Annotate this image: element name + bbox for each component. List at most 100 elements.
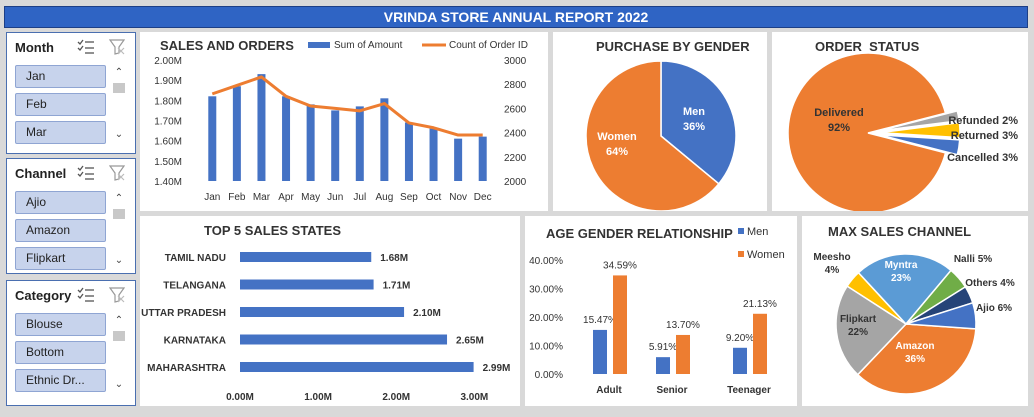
x-tick-label: Dec [474, 192, 492, 203]
slicer-header: Category [7, 281, 135, 309]
pie-pct-meesho: 4% [825, 265, 840, 276]
multi-select-icon[interactable] [77, 165, 95, 181]
y-tick-label: 1.80M [154, 96, 182, 107]
x-tick-label: Apr [278, 192, 294, 203]
data-label: 34.59% [603, 260, 637, 271]
slicer-title: Month [15, 40, 54, 55]
slicer-scrollbar[interactable]: ⌃ ⌄ [111, 191, 127, 271]
data-label: 15.47% [583, 315, 617, 326]
bar-men-adult [593, 329, 607, 374]
status-slice-delivered [787, 52, 947, 211]
chevron-up-icon[interactable]: ⌃ [114, 193, 124, 204]
y-category-label: TAMIL NADU [165, 253, 226, 264]
x-tick-label: Adult [596, 385, 622, 396]
y-tick-label: 1.60M [154, 137, 182, 148]
x-tick-label: Jan [204, 192, 220, 203]
top-states-bar-chart: TAMIL NADU 1.68M TELANGANA 1.71M UTTAR PRADE… [141, 252, 510, 403]
bar-amount-nov [454, 138, 463, 181]
pie-label-cancelled: Cancelled 3% [947, 152, 1018, 164]
sales-orders-panel: SALES AND ORDERS Sum of Amount Count of O… [140, 32, 548, 211]
slicer-title: Channel [15, 166, 67, 181]
month-slicer: Month Jan Feb Mar ⌃ ⌄ [6, 32, 136, 154]
x-tick-label: 1.00M [304, 392, 332, 403]
slicer-item-mar[interactable]: Mar [15, 121, 106, 144]
bar-amount-jun [331, 110, 340, 181]
bar-amount-aug [380, 98, 389, 181]
chart-title: PURCHASE BY GENDER [596, 39, 750, 54]
bar-women-adult [613, 275, 627, 374]
multi-select-icon[interactable] [77, 287, 95, 303]
x-tick-label: 0.00M [226, 392, 254, 403]
chevron-down-icon[interactable]: ⌄ [114, 255, 124, 266]
pie-pct-myntra: 23% [891, 273, 911, 284]
legend-swatch-amount [308, 42, 330, 48]
pie-label-meesho: Meesho [813, 252, 850, 263]
gender-slice-men [660, 60, 737, 185]
age-gender-panel: AGE GENDER RELATIONSHIP Men Women 40.00% 30… [525, 216, 797, 406]
chevron-down-icon[interactable]: ⌄ [114, 129, 124, 140]
multi-select-icon[interactable] [77, 39, 95, 55]
bar-amount-apr [282, 96, 291, 181]
slicer-item-jan[interactable]: Jan [15, 65, 106, 88]
pie-label-amazon: Amazon [896, 341, 935, 352]
status-slice-cancelled [879, 134, 961, 156]
y-tick-label: 1.50M [154, 157, 182, 168]
chevron-down-icon[interactable]: ⌄ [114, 379, 124, 390]
slicer-item-ethnic-dress[interactable]: Ethnic Dr... [15, 369, 106, 392]
y2-tick-label: 2000 [504, 177, 527, 188]
y2-tick-label: 3000 [504, 56, 527, 67]
data-label: 9.20% [726, 333, 754, 344]
y-tick-label: 20.00% [529, 313, 563, 324]
slicer-item-amazon[interactable]: Amazon [15, 219, 106, 242]
sales-channel-panel: MAX SALES CHANNEL Amazon 36% Flipkart 22% Me… [802, 216, 1028, 406]
pie-pct-women: 64% [606, 146, 628, 158]
scroll-thumb[interactable] [113, 83, 125, 93]
gender-pie-chart: Men 36% Women 64% [585, 60, 737, 211]
slicer-item-blouse[interactable]: Blouse [15, 313, 106, 336]
status-slice-returned [879, 121, 961, 139]
scroll-thumb[interactable] [113, 331, 125, 341]
legend-label-men: Men [747, 226, 768, 238]
sales-orders-chart: Sum of Amount Count of Order ID 2.00M 1.90M… [154, 40, 528, 203]
y-category-label: TELANGANA [163, 281, 226, 292]
x-tick-label: Senior [656, 385, 687, 396]
slicer-scrollbar[interactable]: ⌃ ⌄ [111, 313, 127, 395]
pie-label-others: Others 4% [965, 278, 1015, 289]
x-tick-label: Teenager [727, 385, 771, 396]
x-tick-label: Sep [400, 192, 418, 203]
slicer-item-ajio[interactable]: Ajio [15, 191, 106, 214]
slicer-item-feb[interactable]: Feb [15, 93, 106, 116]
data-label: 1.71M [383, 281, 411, 292]
slicer-scrollbar[interactable]: ⌃ ⌄ [111, 65, 127, 145]
slicer-header: Month [7, 33, 135, 61]
clear-filter-icon[interactable] [109, 165, 125, 181]
scroll-thumb[interactable] [113, 209, 125, 219]
order-status-panel: ORDER STATUS Delivered 92% Refunded 2% Retu… [772, 32, 1028, 211]
x-tick-label: Oct [426, 192, 442, 203]
data-label: 13.70% [666, 320, 700, 331]
legend-label-orders: Count of Order ID [449, 40, 528, 51]
chevron-up-icon[interactable]: ⌃ [114, 315, 124, 326]
data-label: 21.13% [743, 299, 777, 310]
chevron-up-icon[interactable]: ⌃ [114, 67, 124, 78]
data-label: 2.10M [413, 308, 441, 319]
channel-slicer: Channel Ajio Amazon Flipkart ⌃ ⌄ [6, 158, 136, 274]
clear-filter-icon[interactable] [109, 287, 125, 303]
bar-state-tamil-nadu [240, 252, 372, 262]
x-tick-label: Jul [353, 192, 366, 203]
slicer-item-flipkart[interactable]: Flipkart [15, 247, 106, 270]
channel-slice-amazon [856, 323, 977, 395]
x-tick-label: May [301, 192, 320, 203]
data-label: 2.65M [456, 336, 484, 347]
pie-label-flipkart: Flipkart [840, 314, 877, 325]
sales-channel-pie-chart: Amazon 36% Flipkart 22% Meesho 4% Myntra 23% Nal… [813, 252, 1015, 395]
pie-label-returned: Returned 3% [951, 130, 1018, 142]
slicer-item-bottom[interactable]: Bottom [15, 341, 106, 364]
bar-amount-dec [478, 136, 487, 181]
bar-men-teenager [733, 347, 747, 374]
channel-slice-myntra [857, 253, 953, 326]
y-tick-label: 1.90M [154, 76, 182, 87]
bar-state-telangana [240, 279, 374, 290]
pie-label-refunded: Refunded 2% [948, 115, 1018, 127]
clear-filter-icon[interactable] [109, 39, 125, 55]
